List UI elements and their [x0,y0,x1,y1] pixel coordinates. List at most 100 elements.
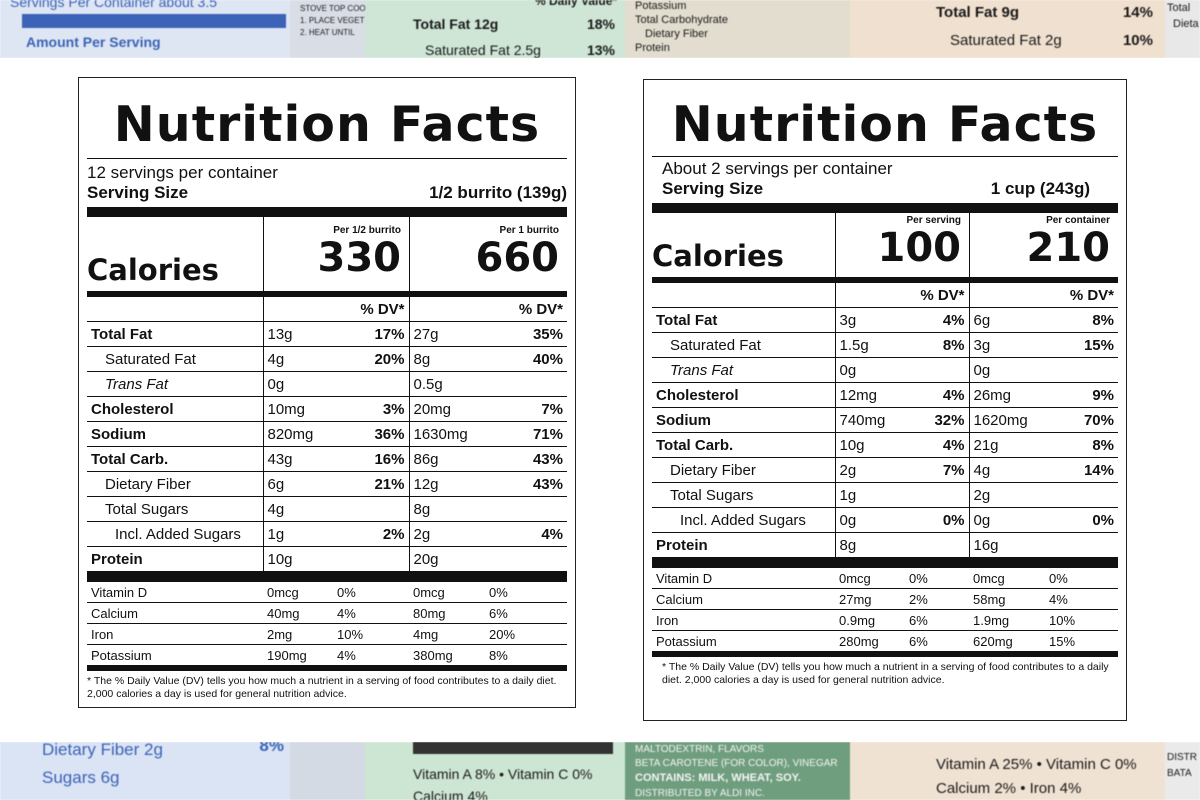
dv-1 [333,546,409,572]
dv-1: 0% [905,568,969,589]
divider-thick [652,652,1118,657]
nutrient-name: Incl. Added Sugars [652,507,835,533]
amount-2: 620mg [969,630,1045,652]
bg-text: 2. HEAT UNTIL [300,28,355,37]
nutrient-name: Vitamin D [87,582,263,603]
bg-text: MALTODEXTRIN, FLAVORS [635,744,764,755]
amount-2: 8g [408,496,485,522]
bg-bottom-panel-1: Dietary Fiber 2g 8% Sugars 6g [0,742,290,800]
dv-2: 9% [1045,382,1118,408]
mineral-row: Calcium 27mg 2% 58mg 4% [652,588,1118,610]
divider-thick [652,558,1118,568]
amount-1: 10mg [262,396,333,422]
dv-2: 15% [1045,630,1118,652]
mineral-table: Vitamin D 0mcg 0% 0mcg 0% Calcium 40mg 4% 80mg 6%… [87,582,567,666]
divider-thick [87,572,567,582]
amount-1: 0mcg [263,582,333,603]
footnote: * The % Daily Value (DV) tells you how m… [662,661,1109,686]
dv-2: 14% [1045,457,1118,483]
dv-1: 4% [333,602,409,624]
bg-top-panel-2: STOVE TOP COOK 1. PLACE VEGET 2. HEAT UN… [290,0,365,58]
nutrition-label-left: Nutrition Facts 12 servings per containe… [78,77,576,708]
dv-1: 2% [333,521,409,547]
mineral-table: Vitamin D 0mcg 0% 0mcg 0% Calcium 27mg 2% 58mg 4%… [652,568,1118,652]
amount-1: 3g [834,307,905,333]
bg-bar [22,14,286,28]
bg-text: Total Fat 9g [936,4,1020,21]
dv-blank [408,297,485,322]
mineral-row: Calcium 40mg 4% 80mg 6% [87,602,567,624]
nutrition-label-right: Nutrition Facts About 2 servings per con… [643,79,1127,721]
dv-2: 15% [1045,332,1118,358]
bg-text: Dietary Fiber [645,28,708,40]
amount-1: 2mg [263,623,333,645]
nutrient-name: Total Fat [652,307,835,333]
amount-2: 1620mg [968,407,1045,433]
nutrient-name: Total Carb. [87,446,263,472]
bg-bar [413,742,613,754]
dv-1: 20% [333,346,409,372]
bg-top-panel-3: % Daily Value* Total Fat 12g 18% Saturat… [365,0,625,58]
amount-1: 40mg [263,602,333,624]
amount-1: 4g [262,346,333,372]
amount-1: 10g [834,432,905,458]
amount-2: 26mg [968,382,1045,408]
divider-thick [87,207,567,217]
bg-text: Vitamin A 25% • Vitamin C 0% [936,756,1137,773]
bg-bottom-panel-2 [290,742,365,800]
dv-1: 36% [333,421,409,447]
dv-2: 0% [1045,568,1118,589]
mineral-row: Vitamin D 0mcg 0% 0mcg 0% [87,582,567,603]
dv-2 [1045,532,1118,558]
amount-1: 0g [834,507,905,533]
nutrient-row: Cholesterol 10mg 3% 20mg 7% [87,396,567,422]
col-head-2: Per container [1046,215,1110,226]
dv-1: 4% [905,432,969,458]
amount-2: 0mcg [409,582,485,603]
nutrient-name: Iron [652,609,835,631]
nutrient-row: Total Fat 13g 17% 27g 35% [87,321,567,347]
bg-text: 10% [1122,32,1153,49]
amount-2: 6g [968,307,1045,333]
nutrient-row: Total Carb. 43g 16% 86g 43% [87,446,567,472]
dv-2: 8% [1045,307,1118,333]
dv-2: 43% [485,446,567,472]
divider [652,156,1118,157]
bg-text: Total Carbohydrate [635,14,728,26]
dv-blank [262,297,333,322]
amount-2: 0g [968,507,1045,533]
dv-1: 8% [905,332,969,358]
amount-1: 280mg [835,630,905,652]
dv-2 [485,371,567,397]
dv-header-row: % DV* % DV* [87,297,567,322]
bg-text: Protein [635,42,670,54]
amount-2: 8g [408,346,485,372]
nutrient-name: Potassium [87,644,263,666]
dv-2: 7% [485,396,567,422]
bg-text: STOVE TOP COOK [300,4,365,13]
calories-value-1: 100 [877,225,962,271]
nutrient-name: Protein [87,546,263,572]
dv-1 [905,357,969,383]
nutrient-name: Total Carb. [652,432,835,458]
bg-text: 18% [586,16,615,32]
dv-1: 7% [905,457,969,483]
bg-text: Total Fat 12g [413,16,499,32]
dv-1 [905,482,969,508]
amount-2: 27g [408,321,485,347]
bg-text: Servings Per Container about 3.5 [10,0,218,10]
nutrient-row: Protein 10g 20g [87,546,567,572]
nutrient-row: Total Carb. 10g 4% 21g 8% [652,432,1118,458]
dv-2: 10% [1045,609,1118,631]
dv-1: 3% [333,396,409,422]
dv-2 [1045,357,1118,383]
dv-2 [1045,482,1118,508]
calories-value-2: 660 [475,235,560,281]
dv-2: 70% [1045,407,1118,433]
bg-text: Vitamin A 8% • Vitamin C 0% [413,766,593,782]
nutrient-row: Dietary Fiber 6g 21% 12g 43% [87,471,567,497]
nutrient-row: Dietary Fiber 2g 7% 4g 14% [652,457,1118,483]
nutrient-name: Sodium [87,421,263,447]
nutrient-name: Cholesterol [652,382,835,408]
bg-text: Calcium 4% [413,788,488,800]
